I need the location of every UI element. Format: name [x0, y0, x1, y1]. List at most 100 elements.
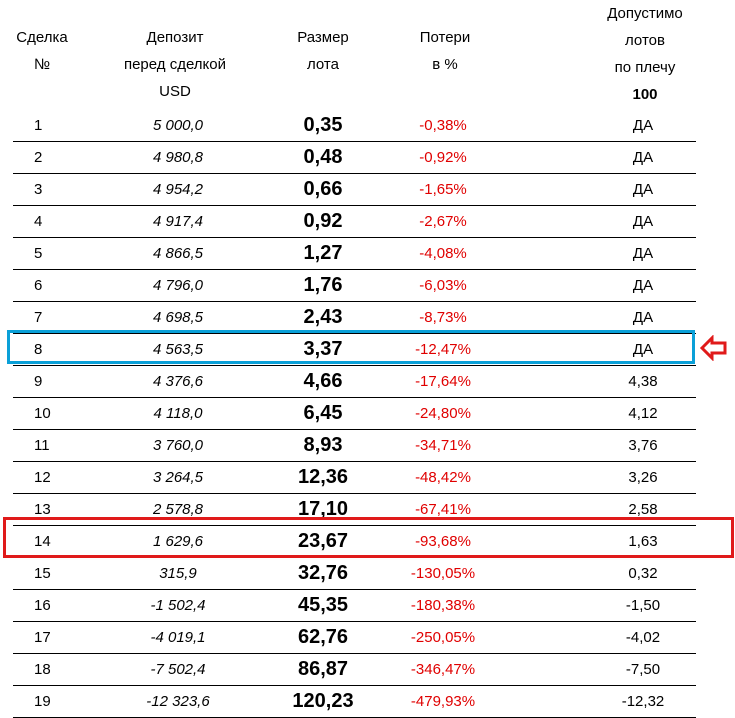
row-loss-percent: -67,41% — [415, 501, 471, 518]
row-deposit: 5 000,0 — [152, 117, 204, 134]
table-row: 16 -1 502,4 45,35 -180,38% -1,50 — [13, 590, 696, 622]
row-loss-percent: -1,65% — [419, 181, 467, 198]
row-lot-size: 1,27 — [303, 242, 343, 264]
header-allowed-line-3: по плечу — [614, 59, 676, 76]
row-deposit: -4 019,1 — [150, 629, 206, 646]
row-number: 19 — [34, 693, 51, 710]
table-row: 1 5 000,0 0,35 -0,38% ДА — [13, 110, 696, 142]
highlight-box-blue — [7, 330, 695, 364]
header-lot: Размер лота — [263, 24, 383, 78]
row-lot-size: 8,93 — [303, 434, 343, 456]
row-number: 15 — [34, 565, 51, 582]
header-lot-line-1: Размер — [297, 29, 349, 46]
row-loss-percent: -130,05% — [410, 565, 476, 582]
row-allowed-lots: 1,63 — [628, 533, 658, 550]
row-allowed-lots: ДА — [632, 277, 654, 294]
header-allowed-leverage: 100 — [632, 86, 658, 103]
table-row: 5 4 866,5 1,27 -4,08% ДА — [13, 238, 696, 270]
header-loss: Потери в % — [385, 24, 505, 78]
row-lot-size: 17,10 — [297, 498, 349, 520]
row-loss-percent: -24,80% — [415, 405, 471, 422]
row-deposit: 3 264,5 — [152, 469, 204, 486]
row-loss-percent: -6,03% — [419, 277, 467, 294]
row-number: 18 — [34, 661, 51, 678]
row-number: 14 — [34, 533, 51, 550]
row-deposit: 4 796,0 — [152, 277, 204, 294]
table-row: 7 4 698,5 2,43 -8,73% ДА — [13, 302, 696, 334]
row-number: 7 — [34, 309, 43, 326]
row-allowed-lots: -7,50 — [625, 661, 661, 678]
row-lot-size: 3,37 — [303, 338, 343, 360]
row-allowed-lots: ДА — [632, 309, 654, 326]
row-number: 5 — [34, 245, 43, 262]
table-row: 6 4 796,0 1,76 -6,03% ДА — [13, 270, 696, 302]
row-deposit: 4 980,8 — [152, 149, 204, 166]
row-lot-size: 12,36 — [297, 466, 349, 488]
row-deposit: 4 563,5 — [152, 341, 204, 358]
row-lot-size: 86,87 — [297, 658, 349, 680]
row-allowed-lots: 3,26 — [628, 469, 658, 486]
table-row: 15 315,9 32,76 -130,05% 0,32 — [13, 558, 696, 590]
row-deposit: 3 760,0 — [152, 437, 204, 454]
table-row: 12 3 264,5 12,36 -48,42% 3,26 — [13, 462, 696, 494]
left-arrow-outline-icon — [700, 335, 727, 361]
row-loss-percent: -17,64% — [415, 373, 471, 390]
row-deposit: 2 578,8 — [152, 501, 204, 518]
row-allowed-lots: ДА — [632, 245, 654, 262]
row-loss-percent: -479,93% — [410, 693, 476, 710]
row-allowed-lots: -12,32 — [621, 693, 665, 710]
row-lot-size: 0,66 — [303, 178, 343, 200]
row-lot-size: 120,23 — [292, 690, 354, 712]
row-lot-size: 0,92 — [303, 210, 343, 232]
header-deal: Сделка № — [6, 24, 78, 78]
row-deposit: 4 376,6 — [152, 373, 204, 390]
table-row: 8 4 563,5 3,37 -12,47% ДА — [13, 334, 696, 366]
header-deposit-line-1: Депозит — [146, 29, 204, 46]
row-allowed-lots: 4,12 — [628, 405, 658, 422]
table-row: 18 -7 502,4 86,87 -346,47% -7,50 — [13, 654, 696, 686]
table-row: 10 4 118,0 6,45 -24,80% 4,12 — [13, 398, 696, 430]
deal-table: Сделка № Депозит перед сделкой USD Разме… — [3, 0, 734, 718]
row-deposit: 1 629,6 — [152, 533, 204, 550]
row-allowed-lots: 2,58 — [628, 501, 658, 518]
row-allowed-lots: -4,02 — [625, 629, 661, 646]
row-number: 17 — [34, 629, 51, 646]
row-number: 16 — [34, 597, 51, 614]
table-row: 14 1 629,6 23,67 -93,68% 1,63 — [13, 526, 696, 558]
header-deal-line-1: Сделка — [16, 29, 68, 46]
row-allowed-lots: ДА — [632, 341, 654, 358]
row-lot-size: 2,43 — [303, 306, 343, 328]
row-lot-size: 1,76 — [303, 274, 343, 296]
highlight-box-red — [3, 517, 734, 558]
row-allowed-lots: 3,76 — [628, 437, 658, 454]
row-allowed-lots: 4,38 — [628, 373, 658, 390]
row-deposit: -12 323,6 — [146, 693, 210, 710]
row-loss-percent: -48,42% — [415, 469, 471, 486]
row-loss-percent: -8,73% — [419, 309, 467, 326]
row-number: 4 — [34, 213, 43, 230]
row-loss-percent: -250,05% — [410, 629, 476, 646]
row-deposit: 4 698,5 — [152, 309, 204, 326]
header-lot-line-2: лота — [307, 56, 339, 73]
row-deposit: 4 118,0 — [153, 405, 203, 422]
header-deposit: Депозит перед сделкой USD — [100, 24, 250, 105]
row-loss-percent: -12,47% — [415, 341, 471, 358]
row-number: 11 — [34, 437, 50, 454]
row-deposit: 4 917,4 — [152, 213, 204, 230]
row-loss-percent: -4,08% — [419, 245, 467, 262]
row-number: 12 — [34, 469, 51, 486]
header-loss-line-2: в % — [432, 56, 458, 73]
row-loss-percent: -0,38% — [419, 117, 467, 134]
row-lot-size: 0,48 — [303, 146, 343, 168]
header-allowed-line-2: лотов — [625, 32, 665, 49]
row-allowed-lots: 0,32 — [628, 565, 658, 582]
row-lot-size: 4,66 — [303, 370, 343, 392]
header-allowed: Допустимо лотов по плечу 100 — [575, 0, 715, 108]
row-lot-size: 62,76 — [297, 626, 349, 648]
table-row: 17 -4 019,1 62,76 -250,05% -4,02 — [13, 622, 696, 654]
row-deposit: 4 866,5 — [152, 245, 204, 262]
header-deposit-line-3: USD — [159, 83, 191, 100]
row-allowed-lots: ДА — [632, 213, 654, 230]
row-lot-size: 23,67 — [297, 530, 349, 552]
row-loss-percent: -93,68% — [415, 533, 471, 550]
